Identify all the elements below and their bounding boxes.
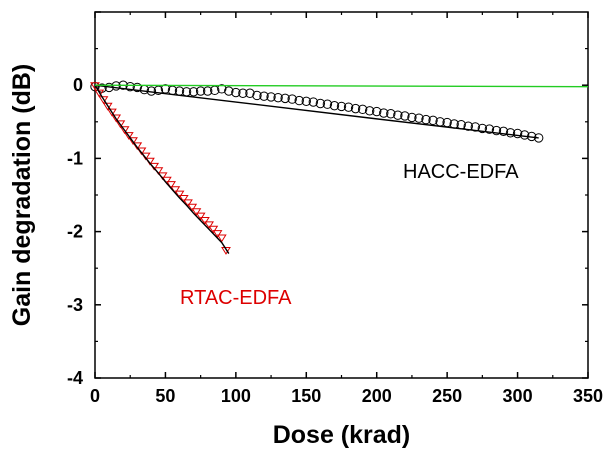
y-tick-label: -2 bbox=[67, 222, 83, 242]
hacc-data-point bbox=[224, 86, 234, 96]
x-tick-label: 200 bbox=[362, 386, 392, 406]
hacc-data-point bbox=[315, 98, 326, 109]
hacc-data-point bbox=[202, 86, 213, 96]
rtac-data-point bbox=[183, 199, 193, 208]
hacc-data-point bbox=[322, 99, 333, 109]
hacc-data-point bbox=[407, 112, 417, 123]
x-axis-title: Dose (krad) bbox=[273, 421, 411, 449]
hacc-data-point bbox=[266, 92, 276, 102]
hacc-data-point bbox=[393, 110, 403, 120]
hacc-data-point bbox=[188, 87, 199, 97]
hacc-data-point bbox=[498, 126, 509, 137]
rtac-data-point bbox=[132, 142, 143, 151]
rtac-data-point bbox=[128, 137, 138, 146]
hacc-data-point bbox=[217, 84, 227, 94]
plot-frame bbox=[94, 11, 589, 379]
hacc-data-point bbox=[379, 108, 389, 118]
rtac-data-point bbox=[178, 195, 189, 203]
hacc-data-point bbox=[372, 106, 382, 117]
hacc-data-point bbox=[132, 82, 142, 93]
data-marks bbox=[90, 80, 589, 255]
hacc-data-point bbox=[357, 104, 368, 115]
hacc-data-point bbox=[259, 91, 269, 101]
hacc-data-point bbox=[252, 90, 262, 101]
hacc-data-point bbox=[238, 88, 248, 98]
hacc-data-point bbox=[463, 121, 473, 131]
hacc-data-point bbox=[512, 128, 523, 139]
hacc-data-point bbox=[421, 114, 431, 125]
x-tick-label: 250 bbox=[432, 386, 462, 406]
rtac-data-point bbox=[166, 181, 176, 189]
rtac-data-point bbox=[191, 208, 202, 217]
hacc-data-point bbox=[280, 93, 290, 104]
y-axis-title: Gain degradation (dB) bbox=[8, 64, 36, 327]
y-tick-label: -1 bbox=[67, 148, 83, 168]
hacc-data-point bbox=[294, 95, 304, 106]
hacc-data-point bbox=[329, 100, 340, 111]
y-tick-label: 0 bbox=[73, 75, 83, 95]
hacc-data-point bbox=[153, 85, 164, 96]
hacc-data-point bbox=[287, 94, 297, 104]
rtac-data-point bbox=[221, 247, 231, 255]
hacc-data-point bbox=[350, 103, 361, 114]
rtac-data-point bbox=[204, 221, 214, 230]
rtac-data-point bbox=[119, 126, 130, 135]
hacc-data-point bbox=[400, 111, 410, 121]
fit-line bbox=[94, 84, 589, 88]
rtac-data-point bbox=[208, 225, 219, 234]
hacc-data-point bbox=[336, 101, 347, 112]
hacc-data-point bbox=[386, 109, 396, 119]
x-tick-label: 150 bbox=[291, 386, 321, 406]
hacc-data-point bbox=[125, 81, 135, 92]
axes: 0 50 100 150 200 250 300 350 0 -1 -2 -3 -4 bbox=[67, 11, 603, 406]
x-tick-label: 100 bbox=[221, 386, 251, 406]
hacc-data-point bbox=[343, 102, 354, 112]
fit-line bbox=[94, 84, 230, 254]
hacc-data-point bbox=[414, 113, 424, 123]
rtac-data-point bbox=[187, 203, 198, 212]
rtac-data-point bbox=[102, 102, 113, 111]
x-tick-label: 350 bbox=[573, 386, 603, 406]
rtac-data-point bbox=[174, 190, 185, 199]
hacc-data-point bbox=[364, 106, 375, 116]
hacc-data-point bbox=[245, 88, 255, 98]
x-tick-label: 0 bbox=[90, 386, 100, 406]
y-tick-label: -4 bbox=[67, 368, 83, 388]
rtac-data-point bbox=[212, 230, 223, 239]
x-tick-label: 300 bbox=[503, 386, 533, 406]
rtac-data-point bbox=[195, 212, 206, 221]
fit-line bbox=[94, 84, 539, 139]
hacc-data-point bbox=[505, 128, 516, 138]
rtac-data-point bbox=[199, 216, 210, 225]
hacc-data-point bbox=[195, 86, 206, 96]
hacc-data-point bbox=[484, 124, 495, 134]
y-tick-label: -3 bbox=[67, 295, 83, 315]
hacc-data-point bbox=[308, 97, 319, 107]
x-tick-label: 50 bbox=[155, 386, 175, 406]
rtac-data-point bbox=[107, 108, 117, 117]
rtac-data-point bbox=[115, 120, 126, 129]
hacc-data-point bbox=[519, 130, 530, 140]
hacc-data-point bbox=[477, 123, 488, 134]
rtac-data-point bbox=[98, 96, 109, 105]
rtac-edfa-label: RTAC-EDFA bbox=[180, 287, 292, 309]
rtac-data-point bbox=[94, 89, 105, 98]
hacc-data-point bbox=[491, 125, 502, 136]
hacc-data-point bbox=[273, 92, 283, 103]
hacc-edfa-label: HACC-EDFA bbox=[403, 161, 519, 183]
hacc-data-point bbox=[428, 115, 438, 126]
rtac-data-point bbox=[123, 132, 134, 140]
rtac-data-point bbox=[111, 114, 122, 123]
hacc-data-point bbox=[231, 87, 241, 98]
plot-area bbox=[94, 11, 589, 379]
hacc-data-point bbox=[301, 96, 311, 107]
rtac-data-point bbox=[216, 234, 227, 243]
